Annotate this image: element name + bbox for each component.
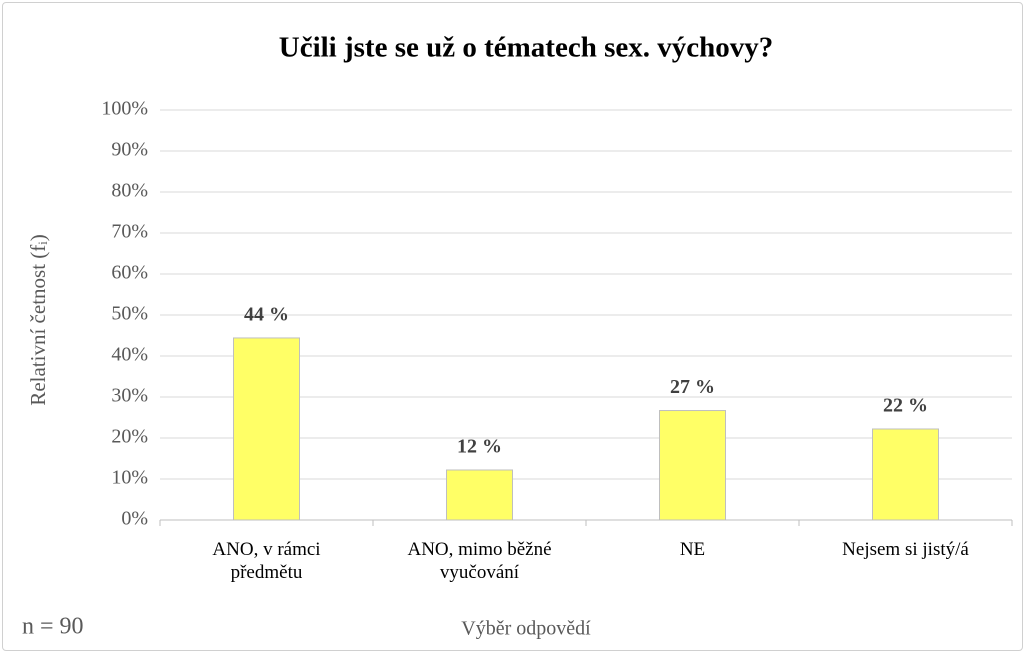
y-tick-label: 90% — [111, 139, 148, 161]
data-label: 44 % — [244, 304, 289, 326]
y-tick-label: 0% — [121, 508, 148, 530]
sample-note: n = 90 — [22, 614, 84, 640]
y-tick-label: 60% — [111, 262, 148, 284]
x-tick-label: NE — [679, 539, 706, 560]
bar — [446, 469, 513, 521]
y-tick-label: 10% — [111, 467, 148, 489]
x-tick-label: Nejsem si jistý/á — [842, 539, 969, 560]
y-tick-label: 30% — [111, 385, 148, 407]
y-tick-label: 50% — [111, 303, 148, 325]
y-tick-label: 20% — [111, 426, 148, 448]
x-axis-title: Výběr odpovědí — [461, 618, 591, 640]
chart-title: Učili jste se už o tématech sex. výchovy… — [279, 32, 774, 64]
bar — [659, 410, 726, 521]
x-tick-label: ANO, mimo běžné vyučování — [407, 539, 552, 583]
x-tick-label: ANO, v rámci předmětu — [212, 539, 321, 583]
y-tick-label: 80% — [111, 180, 148, 202]
data-label: 12 % — [457, 436, 502, 458]
y-tick-label: 100% — [101, 98, 148, 120]
y-tick-label: 70% — [111, 221, 148, 243]
bar — [233, 337, 300, 521]
data-label: 22 % — [883, 395, 928, 417]
y-tick-label: 40% — [111, 344, 148, 366]
y-axis-title: Relativní četnost (fᵢ) — [26, 234, 50, 405]
data-label: 27 % — [670, 376, 715, 398]
bar — [872, 428, 939, 521]
